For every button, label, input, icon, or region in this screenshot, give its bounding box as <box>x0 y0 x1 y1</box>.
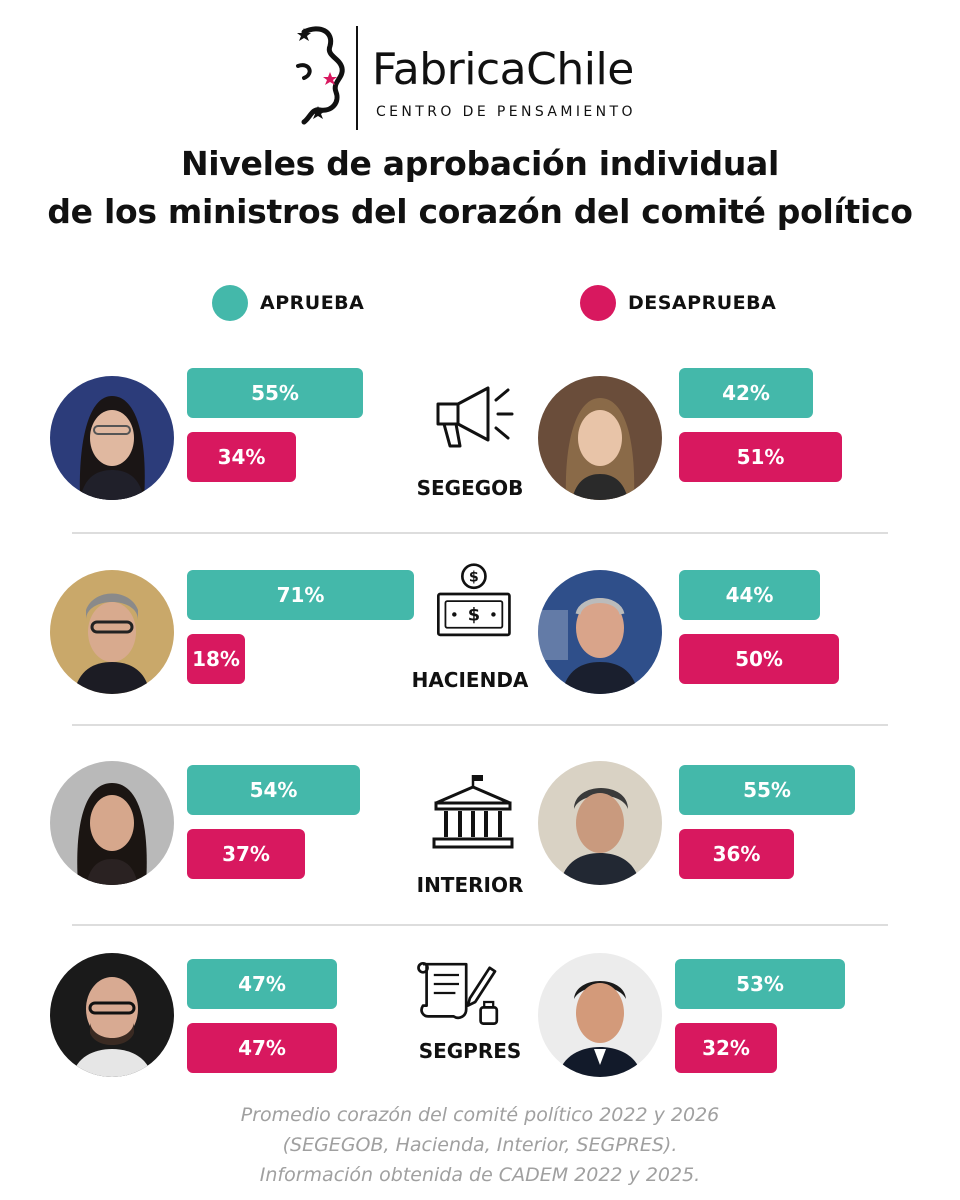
ministry-label-hacienda: HACIENDA <box>411 668 529 692</box>
bar-right-disapprove-segpres: 32% <box>675 1023 777 1073</box>
person-photo-icon <box>50 376 174 500</box>
bar-right-approve-segpres: 53% <box>675 959 845 1009</box>
bar-value: 54% <box>249 778 298 802</box>
bar-value: 47% <box>238 1036 286 1060</box>
legend-approve: APRUEBA <box>212 283 364 323</box>
bar-value: 18% <box>192 647 240 671</box>
person-photo-icon <box>538 376 662 500</box>
money-icon: $ $ <box>437 563 511 637</box>
bar-value: 55% <box>251 381 299 405</box>
brand-logo: FabricaChile CENTRO DE PENSAMIENTO <box>290 22 670 130</box>
ministry-label-segpres: SEGPRES <box>418 1039 522 1063</box>
svg-text:$: $ <box>468 606 480 626</box>
chart-title: Niveles de aprobación individual de los … <box>0 140 960 236</box>
bar-value: 50% <box>735 647 783 671</box>
legend-disapprove: DESAPRUEBA <box>580 283 776 323</box>
bar-right-disapprove-segegob: 51% <box>679 432 842 482</box>
row-divider <box>72 724 888 726</box>
legend-disapprove-label: DESAPRUEBA <box>628 292 777 314</box>
row-divider <box>72 924 888 926</box>
svg-text:$: $ <box>469 570 479 586</box>
government-building-icon <box>432 775 514 849</box>
bar-left-approve-interior: 54% <box>187 765 360 815</box>
person-photo-icon <box>50 761 174 885</box>
bar-left-disapprove-segpres: 47% <box>187 1023 337 1073</box>
bar-right-disapprove-hacienda: 50% <box>679 634 839 684</box>
footnote-line-1: Promedio corazón del comité político 202… <box>240 1104 720 1126</box>
bar-value: 55% <box>743 778 791 802</box>
ministry-label-segegob: SEGEGOB <box>416 476 524 500</box>
avatar-right-segegob <box>538 376 662 500</box>
bar-value: 44% <box>725 583 774 607</box>
avatar-right-interior <box>538 761 662 885</box>
bar-value: 36% <box>712 842 761 866</box>
brand-name: FabricaChile <box>372 44 634 95</box>
bar-value: 71% <box>276 583 325 607</box>
person-photo-icon <box>538 953 662 1077</box>
ministry-label-interior: INTERIOR <box>416 873 524 897</box>
megaphone-icon <box>436 386 514 448</box>
footnote: Promedio corazón del comité político 202… <box>0 1100 960 1190</box>
bar-right-approve-interior: 55% <box>679 765 855 815</box>
avatar-left-segegob <box>50 376 174 500</box>
avatar-left-interior <box>50 761 174 885</box>
person-photo-icon <box>538 570 662 694</box>
legend-approve-swatch <box>212 285 248 321</box>
bar-right-approve-segegob: 42% <box>679 368 813 418</box>
bar-right-approve-hacienda: 44% <box>679 570 820 620</box>
document-pen-icon <box>417 961 499 1025</box>
person-photo-icon <box>538 761 662 885</box>
chart-title-line-1: Niveles de aprobación individual <box>180 144 780 183</box>
bar-left-disapprove-interior: 37% <box>187 829 305 879</box>
bar-value: 32% <box>702 1036 750 1060</box>
bar-left-disapprove-segegob: 34% <box>187 432 296 482</box>
bar-value: 53% <box>736 972 784 996</box>
bar-value: 34% <box>217 445 266 469</box>
legend-disapprove-swatch <box>580 285 616 321</box>
bar-left-approve-hacienda: 71% <box>187 570 414 620</box>
avatar-right-hacienda <box>538 570 662 694</box>
bar-value: 51% <box>736 445 785 469</box>
bar-right-disapprove-interior: 36% <box>679 829 794 879</box>
logo-divider <box>356 26 358 130</box>
chart-title-line-2: de los ministros del corazón del comité … <box>47 192 913 231</box>
row-divider <box>72 532 888 534</box>
brand-subtitle: CENTRO DE PENSAMIENTO <box>376 104 636 120</box>
footnote-line-2: (SEGEGOB, Hacienda, Interior, SEGPRES). <box>282 1134 678 1156</box>
logo-mark-icon <box>296 26 345 125</box>
bar-left-approve-segpres: 47% <box>187 959 337 1009</box>
legend-approve-label: APRUEBA <box>260 292 365 314</box>
bar-value: 37% <box>222 842 270 866</box>
avatar-left-segpres <box>50 953 174 1077</box>
bar-value: 42% <box>722 381 770 405</box>
avatar-right-segpres <box>538 953 662 1077</box>
footnote-line-3: Información obtenida de CADEM 2022 y 202… <box>259 1164 701 1186</box>
person-photo-icon <box>50 570 174 694</box>
bar-left-approve-segegob: 55% <box>187 368 363 418</box>
bar-left-disapprove-hacienda: 18% <box>187 634 245 684</box>
bar-value: 47% <box>238 972 286 996</box>
avatar-left-hacienda <box>50 570 174 694</box>
person-photo-icon <box>50 953 174 1077</box>
